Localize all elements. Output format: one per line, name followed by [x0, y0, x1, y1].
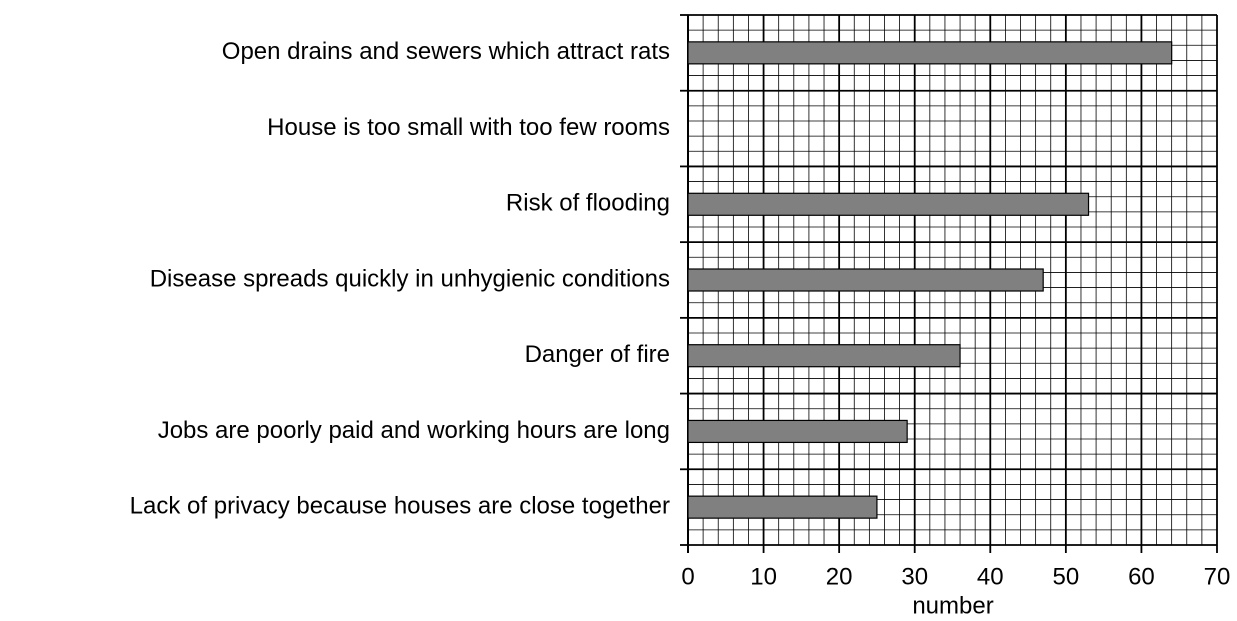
- x-tick-label: 30: [901, 563, 928, 590]
- x-tick-label: 40: [977, 563, 1004, 590]
- x-tick-label: 50: [1053, 563, 1080, 590]
- x-axis-label: number: [912, 592, 993, 619]
- x-tick-label: 0: [681, 563, 694, 590]
- x-tick-label: 20: [826, 563, 853, 590]
- x-tick-label: 70: [1204, 563, 1231, 590]
- y-tick-label: Risk of flooding: [506, 190, 670, 217]
- y-tick-label: Open drains and sewers which attract rat…: [222, 38, 670, 65]
- bar: [687, 419, 908, 444]
- y-tick-label: Danger of fire: [525, 341, 670, 368]
- y-tick-label: Disease spreads quickly in unhygienic co…: [150, 265, 670, 292]
- bar: [687, 192, 1090, 216]
- y-tick-label: Lack of privacy because houses are close…: [130, 492, 670, 519]
- y-tick-label: Jobs are poorly paid and working hours a…: [158, 417, 670, 444]
- bar: [687, 41, 1173, 65]
- x-tick-label: 60: [1128, 563, 1155, 590]
- y-tick-label: House is too small with too few rooms: [267, 114, 670, 141]
- bar: [687, 495, 878, 519]
- bar: [687, 344, 961, 368]
- x-tick-label: 10: [750, 563, 777, 590]
- bar: [687, 268, 1044, 292]
